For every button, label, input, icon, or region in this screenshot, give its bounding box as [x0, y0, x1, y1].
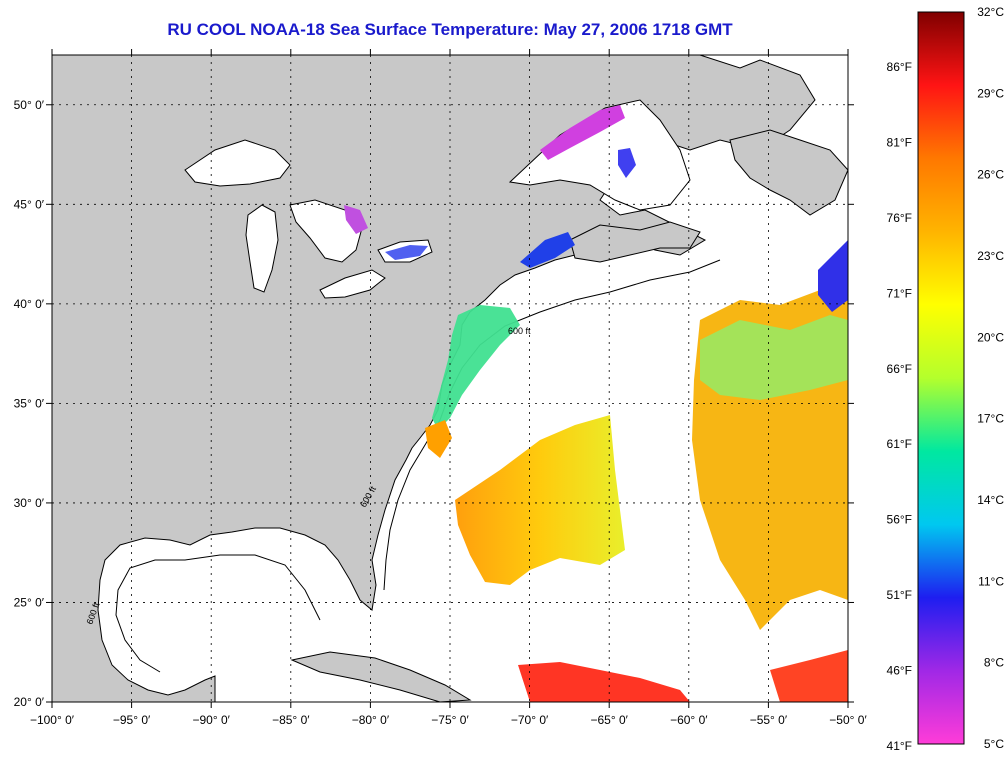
colorbar-celsius-8: 8°C: [984, 656, 1004, 670]
lon-label-0: −100° 0′: [30, 713, 75, 727]
sst-swath-hatteras: [425, 420, 452, 458]
tick-marks: [46, 49, 854, 708]
graticule: [52, 55, 848, 702]
sst-swath-shelf: [432, 305, 520, 430]
colorbar-fahrenheit-4: 66°F: [887, 362, 912, 376]
gulf-of-st-lawrence: [508, 99, 691, 211]
sst-gaspe: [618, 148, 636, 178]
colorbar-celsius-1: 29°C: [977, 86, 1004, 100]
lake-huron: [289, 199, 363, 263]
sst-st-lawrence: [540, 105, 625, 160]
isobath-gulf: [115, 554, 321, 673]
colorbar-fahrenheit-1: 81°F: [887, 135, 912, 149]
colorbar-celsius-5: 17°C: [977, 412, 1004, 426]
lon-label-6: −70° 0′: [511, 713, 549, 727]
land-nova-scotia: [569, 221, 701, 263]
colorbar-fahrenheit-8: 46°F: [887, 664, 912, 678]
colorbar-celsius-2: 26°C: [977, 168, 1004, 182]
lat-label-2: 30° 0′: [14, 496, 45, 510]
sst-swath-central: [455, 415, 625, 585]
colorbar-celsius-6: 14°C: [977, 493, 1004, 507]
lon-label-3: −85° 0′: [272, 713, 310, 727]
lon-label-1: −95° 0′: [113, 713, 151, 727]
lon-label-2: −90° 0′: [192, 713, 230, 727]
lon-label-9: −55° 0′: [750, 713, 788, 727]
colorbar-fahrenheit-5: 61°F: [887, 437, 912, 451]
sst-swath-southeast: [770, 650, 848, 702]
contour-label-atlantic: 600 ft: [508, 326, 531, 336]
land-newfoundland: [729, 129, 848, 216]
colorbar-celsius-9: 5°C: [984, 737, 1004, 751]
lon-label-8: −60° 0′: [670, 713, 708, 727]
colorbar-fahrenheit-0: 86°F: [887, 60, 912, 74]
lat-label-5: 45° 0′: [14, 197, 45, 211]
map-title: RU COOL NOAA-18 Sea Surface Temperature:…: [167, 20, 733, 39]
lake-michigan: [245, 204, 279, 293]
sst-swath-south: [518, 662, 690, 702]
lat-label-0: 20° 0′: [14, 695, 45, 709]
colorbar-celsius-3: 23°C: [977, 249, 1004, 263]
sst-gulf-of-maine: [520, 232, 575, 268]
lon-label-7: −65° 0′: [590, 713, 628, 727]
colorbar-celsius-7: 11°C: [978, 574, 1004, 588]
lat-label-6: 50° 0′: [14, 98, 45, 112]
colorbar-fahrenheit-9: 41°F: [887, 739, 912, 753]
land-cuba: [290, 651, 472, 702]
sst-lake-huron: [344, 205, 368, 234]
sst-lake-erie: [385, 245, 428, 260]
colorbar-celsius-0: 32°C: [977, 5, 1004, 19]
colorbar-celsius-4: 20°C: [977, 330, 1004, 344]
sst-cool-patch: [700, 315, 848, 400]
lat-label-1: 25° 0′: [14, 595, 45, 609]
lake-erie: [319, 269, 386, 299]
colorbar-fahrenheit-7: 51°F: [887, 588, 912, 602]
latitude-labels: 20° 0′ 25° 0′ 30° 0′ 35° 0′ 40° 0′ 45° 0′ 50° …: [14, 98, 45, 709]
longitude-labels: −100° 0′ −95° 0′ −90° 0′ −85° 0′ −80° 0′ −75°…: [30, 713, 867, 727]
lon-label-10: −50° 0′: [829, 713, 867, 727]
colorbar-fahrenheit-2: 76°F: [887, 211, 912, 225]
lat-label-3: 35° 0′: [14, 396, 45, 410]
lon-label-5: −75° 0′: [431, 713, 469, 727]
lat-label-4: 40° 0′: [14, 297, 45, 311]
lon-label-4: −80° 0′: [352, 713, 390, 727]
colorbar-fahrenheit-6: 56°F: [887, 513, 912, 527]
colorbar-labels: 32°C 29°C 26°C 23°C 20°C 17°C 14°C 11°C 8°C 5°C 86…: [887, 5, 1005, 753]
colorbar-fahrenheit-3: 71°F: [887, 286, 912, 300]
colorbar: [917, 11, 965, 745]
sst-cold-labrador: [818, 240, 848, 312]
